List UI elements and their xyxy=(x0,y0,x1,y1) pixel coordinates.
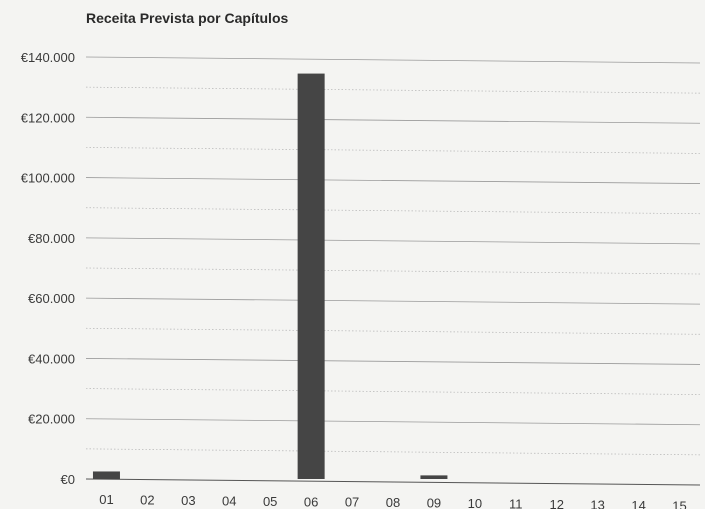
chart-title: Receita Prevista por Capítulos xyxy=(86,10,289,26)
bar-06 xyxy=(297,73,325,479)
x-tick-label: 15 xyxy=(672,498,686,509)
y-axis-ticks: €0 €20.000 €40.000 €60.000 €80.000 €100.000 €1… xyxy=(21,50,75,487)
x-tick-label: 03 xyxy=(181,493,195,508)
y-tick-label: €20.000 xyxy=(28,412,75,427)
gridline-major xyxy=(85,418,701,426)
y-tick-label: €0 xyxy=(61,472,75,487)
x-axis-line xyxy=(85,478,701,486)
x-tick-label: 10 xyxy=(468,496,482,509)
x-tick-label: 14 xyxy=(631,498,645,509)
y-tick-label: €40.000 xyxy=(28,351,75,366)
bar-01 xyxy=(92,471,120,479)
x-tick-label: 06 xyxy=(304,494,318,509)
gridline-major xyxy=(85,56,701,64)
y-tick-label: €80.000 xyxy=(28,231,75,246)
x-tick-label: 07 xyxy=(345,495,359,509)
x-tick-label: 11 xyxy=(509,497,523,509)
gridline-major xyxy=(85,237,701,245)
y-tick-label: €60.000 xyxy=(28,291,75,306)
x-tick-label: 02 xyxy=(140,492,154,507)
x-tick-label: 04 xyxy=(222,493,236,508)
x-tick-label: 09 xyxy=(427,496,441,509)
gridline-minor xyxy=(85,207,701,215)
x-tick-label: 13 xyxy=(590,497,604,509)
gridline-minor xyxy=(85,86,701,94)
gridline-minor xyxy=(85,267,701,275)
gridline-minor xyxy=(85,147,701,154)
gridlines xyxy=(85,56,701,486)
gridline-minor xyxy=(85,388,701,395)
gridline-major xyxy=(85,116,701,124)
x-tick-label: 05 xyxy=(263,494,277,509)
y-tick-label: €140.000 xyxy=(21,50,75,65)
gridline-minor xyxy=(85,448,701,456)
x-axis-ticks: 01 02 03 04 05 06 07 08 09 10 11 12 13 14 15 xyxy=(99,492,687,509)
bar-09 xyxy=(420,475,448,479)
gridline-minor xyxy=(85,327,701,335)
gridline-major xyxy=(85,358,701,365)
y-tick-label: €100.000 xyxy=(21,171,75,186)
x-tick-label: 12 xyxy=(549,497,563,509)
bars xyxy=(92,73,448,479)
gridline-major xyxy=(85,297,701,305)
y-tick-label: €120.000 xyxy=(21,110,75,125)
x-tick-label: 08 xyxy=(386,495,400,509)
x-tick-label: 01 xyxy=(99,492,113,507)
gridline-major xyxy=(85,177,701,184)
